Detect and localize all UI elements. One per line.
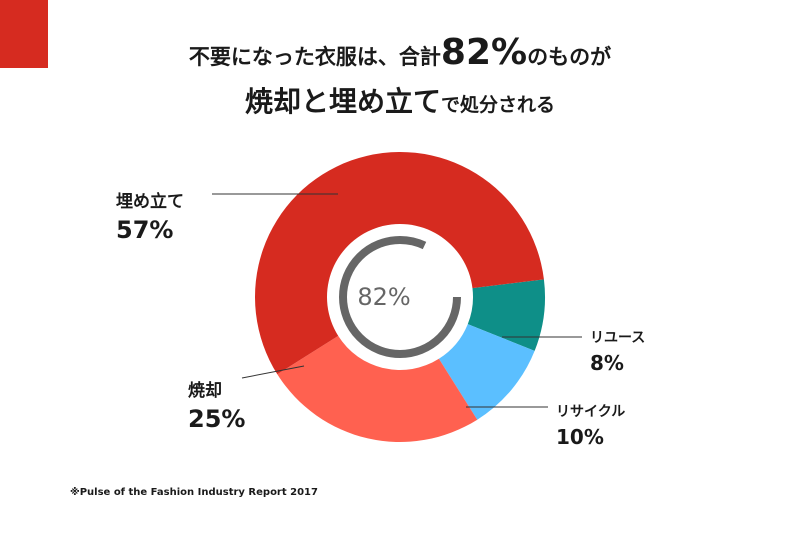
inner-ring-label: 82% (357, 283, 410, 311)
leader-line-incineration (241, 365, 305, 379)
pie-slice-landfill (255, 152, 544, 375)
source-note: ※Pulse of the Fashion Industry Report 20… (70, 487, 318, 498)
label-incineration-value: 25% (188, 405, 246, 433)
title-line-1-text-c: のものが (527, 45, 612, 69)
title-line-2: 焼却と埋め立てで処分される (0, 80, 800, 120)
title-line-2-text: で処分される (441, 94, 556, 116)
label-landfill: 埋め立て 57% (116, 187, 184, 244)
pie-slice-incineration (277, 335, 478, 443)
label-reuse-value: 8% (590, 351, 624, 375)
label-incineration: 焼却 25% (188, 376, 245, 433)
pie-slice-recycle (438, 324, 535, 420)
pie-slice-reuse (467, 279, 545, 351)
label-recycle: リサイクル 10% (556, 401, 625, 449)
inner-progress-ring (339, 236, 461, 358)
label-landfill-name: 埋め立て (116, 192, 184, 212)
title-line-1-text-a: 不要になった衣服は、合計 (188, 45, 441, 69)
label-reuse: リユース 8% (590, 327, 645, 375)
title-highlight-percent: 82% (440, 32, 528, 73)
label-recycle-name: リサイクル (556, 404, 626, 420)
label-reuse-name: リユース (590, 330, 646, 346)
label-recycle-value: 10% (556, 425, 604, 449)
label-incineration-name: 焼却 (188, 381, 222, 401)
corner-accent-block (0, 0, 48, 68)
label-landfill-value: 57% (116, 216, 174, 244)
title-line-2-highlight: 焼却と埋め立て (244, 85, 441, 118)
title-line-1: 不要になった衣服は、合計82%のものが (0, 32, 800, 73)
